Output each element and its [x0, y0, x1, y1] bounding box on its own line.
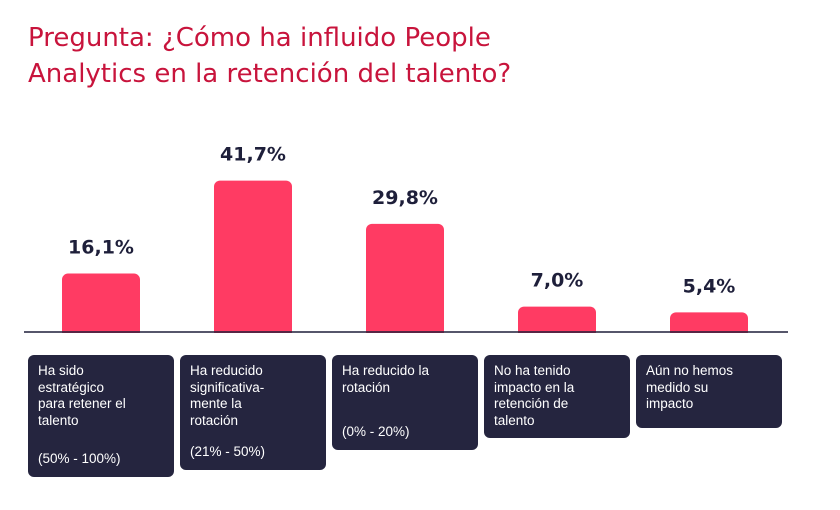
category-label-line: Ha reducido: [190, 363, 263, 378]
category-label-5: Aún no hemos medido su impacto: [636, 355, 782, 428]
chart-title: Pregunta: ¿Cómo ha influido People Analy…: [28, 20, 768, 92]
value-label-5: 5,4%: [683, 275, 736, 297]
category-range: (50% - 100%): [38, 450, 121, 466]
bar-4: [518, 306, 596, 338]
category-label-line: talento: [494, 412, 535, 428]
bar-2: [214, 180, 292, 338]
chart-title-line-1: Pregunta: ¿Cómo ha influido People: [28, 23, 491, 53]
category-label-1: Ha sido estratégico para retener el talento…: [28, 355, 174, 477]
value-label-2: 41,7%: [220, 144, 286, 166]
category-label-line: significativa-: [190, 379, 265, 395]
bar-3: [366, 223, 444, 338]
chart-title-line-2: Analytics en la retención del talento?: [28, 59, 512, 89]
category-label-line: Ha reducido la: [342, 363, 430, 378]
category-label-line: Ha sido: [38, 363, 84, 378]
category-label-line: para retener el: [38, 396, 126, 411]
category-label-line: medido su: [646, 379, 709, 395]
bar-1: [62, 273, 140, 338]
category-label-4: No ha tenido impacto en la retención de tal…: [484, 355, 630, 438]
category-range: (21% - 50%): [190, 443, 266, 459]
value-label-4: 7,0%: [531, 270, 584, 292]
category-label-line: retención de: [494, 396, 569, 411]
value-label-3: 29,8%: [372, 187, 438, 209]
category-label-line: rotación: [190, 412, 239, 428]
category-label-line: impacto: [646, 396, 694, 411]
category-label-line: rotación: [342, 379, 391, 395]
category-label-line: Aún no hemos: [646, 363, 734, 378]
value-label-1: 16,1%: [68, 237, 134, 259]
category-label-line: No ha tenido: [494, 363, 571, 378]
category-range: (0% - 20%): [342, 423, 410, 439]
category-label-line: impacto en la: [494, 379, 575, 395]
category-label-line: mente la: [190, 396, 242, 411]
category-label-3: Ha reducido la rotación (0% - 20%): [332, 355, 478, 450]
category-label-line: talento: [38, 412, 79, 428]
category-label-line: estratégico: [38, 379, 105, 395]
category-label-2: Ha reducido significativa-mente la rotació…: [180, 355, 326, 470]
